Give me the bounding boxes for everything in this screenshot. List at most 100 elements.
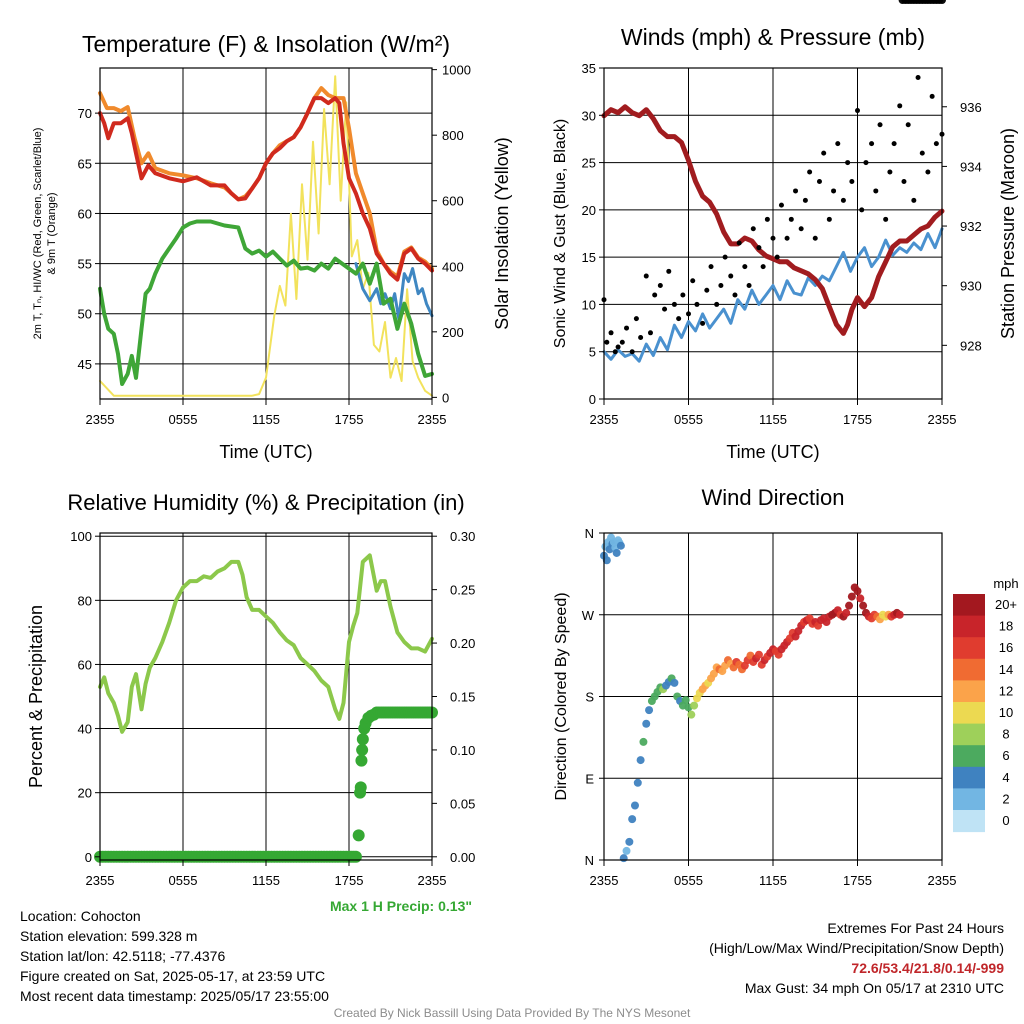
rh-point (356, 743, 369, 756)
wind-point (742, 264, 748, 270)
wind-point (671, 301, 677, 307)
wind-point (831, 188, 837, 194)
wind-point (774, 254, 780, 260)
rh-point (349, 850, 362, 863)
wind-point (680, 292, 686, 298)
wind-point (798, 226, 804, 232)
wind-point (686, 311, 691, 317)
max-gust: Max Gust: 34 mph On 05/17 at 2310 UTC (744, 980, 1004, 996)
extremes-info: Extremes For Past 24 Hours (High/Low/Max… (709, 918, 1004, 998)
wdir-colorbar-swatch (953, 766, 985, 789)
wind-point (647, 330, 653, 336)
rh-ylabel: Percent & Precipitation (26, 605, 46, 788)
wind-xtick-label: 2355 (590, 412, 619, 427)
wind-point (840, 197, 846, 203)
wdir-point (859, 601, 868, 610)
wdir-colorbar-swatch (953, 594, 985, 617)
wind-ytick-label: 20 (582, 203, 596, 218)
wind-ytick-label: 25 (582, 156, 596, 171)
wind-point (764, 216, 770, 222)
station-info: Location: Cohocton Station elevation: 59… (20, 906, 329, 1006)
wind-point (835, 141, 841, 147)
rh-point (355, 754, 368, 767)
wind-xtick-label: 1155 (759, 412, 787, 427)
wdir-colorbar-label: 8 (1002, 727, 1009, 742)
rh-series-line (98, 553, 434, 734)
wind-point (849, 178, 855, 184)
wdir-point (895, 610, 904, 619)
wind-y2tick-label: 930 (960, 279, 982, 294)
wdir-point (681, 696, 690, 705)
wind-point (728, 273, 734, 279)
rh-ytick-label: 0 (85, 850, 92, 865)
wind-point (784, 235, 790, 241)
wind-point (722, 254, 728, 260)
rh-annotation: Max 1 H Precip: 0.13" (330, 898, 472, 914)
wind-point (638, 335, 644, 341)
wind-title: Winds (mph) & Pressure (mb) (621, 24, 925, 50)
wdir-point (616, 541, 625, 550)
wdir-colorbar-label: 18 (999, 619, 1013, 634)
rh-xtick-label: 1755 (335, 873, 364, 888)
extremes-values: 72.6/53.4/21.8/0.14/-999 (851, 960, 1004, 976)
rh-xtick-label: 2355 (418, 873, 447, 888)
wdir-ytick-label: W (582, 608, 595, 623)
rh-point (354, 781, 367, 794)
temp-y2tick-label: 0 (442, 390, 449, 405)
station-elevation: Station elevation: 599.328 m (20, 928, 198, 944)
station-latlon: Station lat/lon: 42.5118; -77.4376 (20, 948, 226, 964)
wind-point (826, 216, 832, 222)
credit-line: Created By Nick Bassill Using Data Provi… (333, 1006, 691, 1020)
wind-point (877, 122, 883, 128)
wind-point (690, 278, 696, 284)
wdir-colorbar-label: 16 (999, 640, 1013, 655)
wind-point (608, 330, 614, 336)
rh-y2tick-label: 0.25 (450, 583, 475, 598)
wind-point (760, 264, 766, 270)
rh-y2tick-label: 0.15 (450, 690, 475, 705)
wind-point (863, 160, 869, 166)
rh-point (356, 733, 369, 746)
wind-point (700, 320, 706, 326)
wdir-point (633, 778, 642, 787)
wdir-point (622, 846, 631, 855)
wdir-point (670, 678, 679, 687)
temp-y2tick-label: 200 (442, 325, 464, 340)
temp-ytick-label: 45 (78, 357, 92, 372)
wind-point (714, 301, 720, 307)
temp-ytick-label: 50 (78, 307, 92, 322)
wind-xtick-label: 1755 (843, 412, 872, 427)
rh-xtick-label: 2355 (86, 873, 115, 888)
rh-xtick-label: 0555 (169, 873, 198, 888)
wind-point (643, 273, 649, 279)
wind-ytick-label: 0 (589, 392, 596, 407)
temp-xtick-label: 2355 (418, 412, 447, 427)
wind-point (873, 188, 879, 194)
wind-point (694, 301, 700, 307)
wdir-colorbar-label: 0 (1002, 813, 1009, 828)
wdir-point (845, 601, 854, 610)
wind-point (788, 216, 794, 222)
wind-y2tick-label: 928 (960, 338, 982, 353)
wind-series-line (602, 227, 944, 363)
wdir-point (625, 837, 634, 846)
wdir-point (628, 815, 637, 824)
temp-ylabel-line1: 2m T, Tₙ, HI/WC (Red, Green, Scarlet/Blu… (32, 128, 44, 340)
station-location: Location: Cohocton (20, 908, 141, 924)
wdir-ylabel: Direction (Colored By Speed) (553, 592, 570, 800)
wind-point (750, 226, 756, 232)
extremes-heading: Extremes For Past 24 Hours (827, 920, 1004, 936)
wind-point (821, 150, 827, 156)
temp-ylabel-line2: & 9m T (Orange) (46, 192, 58, 274)
wdir-ytick-label: N (585, 526, 594, 541)
rh-ytick-label: 80 (78, 593, 92, 608)
wdir-colorbar-swatch (953, 745, 985, 768)
wind-point (732, 292, 738, 298)
wind-point (657, 283, 663, 289)
wind-ytick-label: 10 (582, 297, 596, 312)
wdir-point (754, 650, 763, 659)
figure-created: Figure created on Sat, 2025-05-17, at 23… (20, 968, 326, 984)
wdir-title: Wind Direction (701, 485, 844, 510)
temp-xtick-label: 1155 (252, 412, 280, 427)
